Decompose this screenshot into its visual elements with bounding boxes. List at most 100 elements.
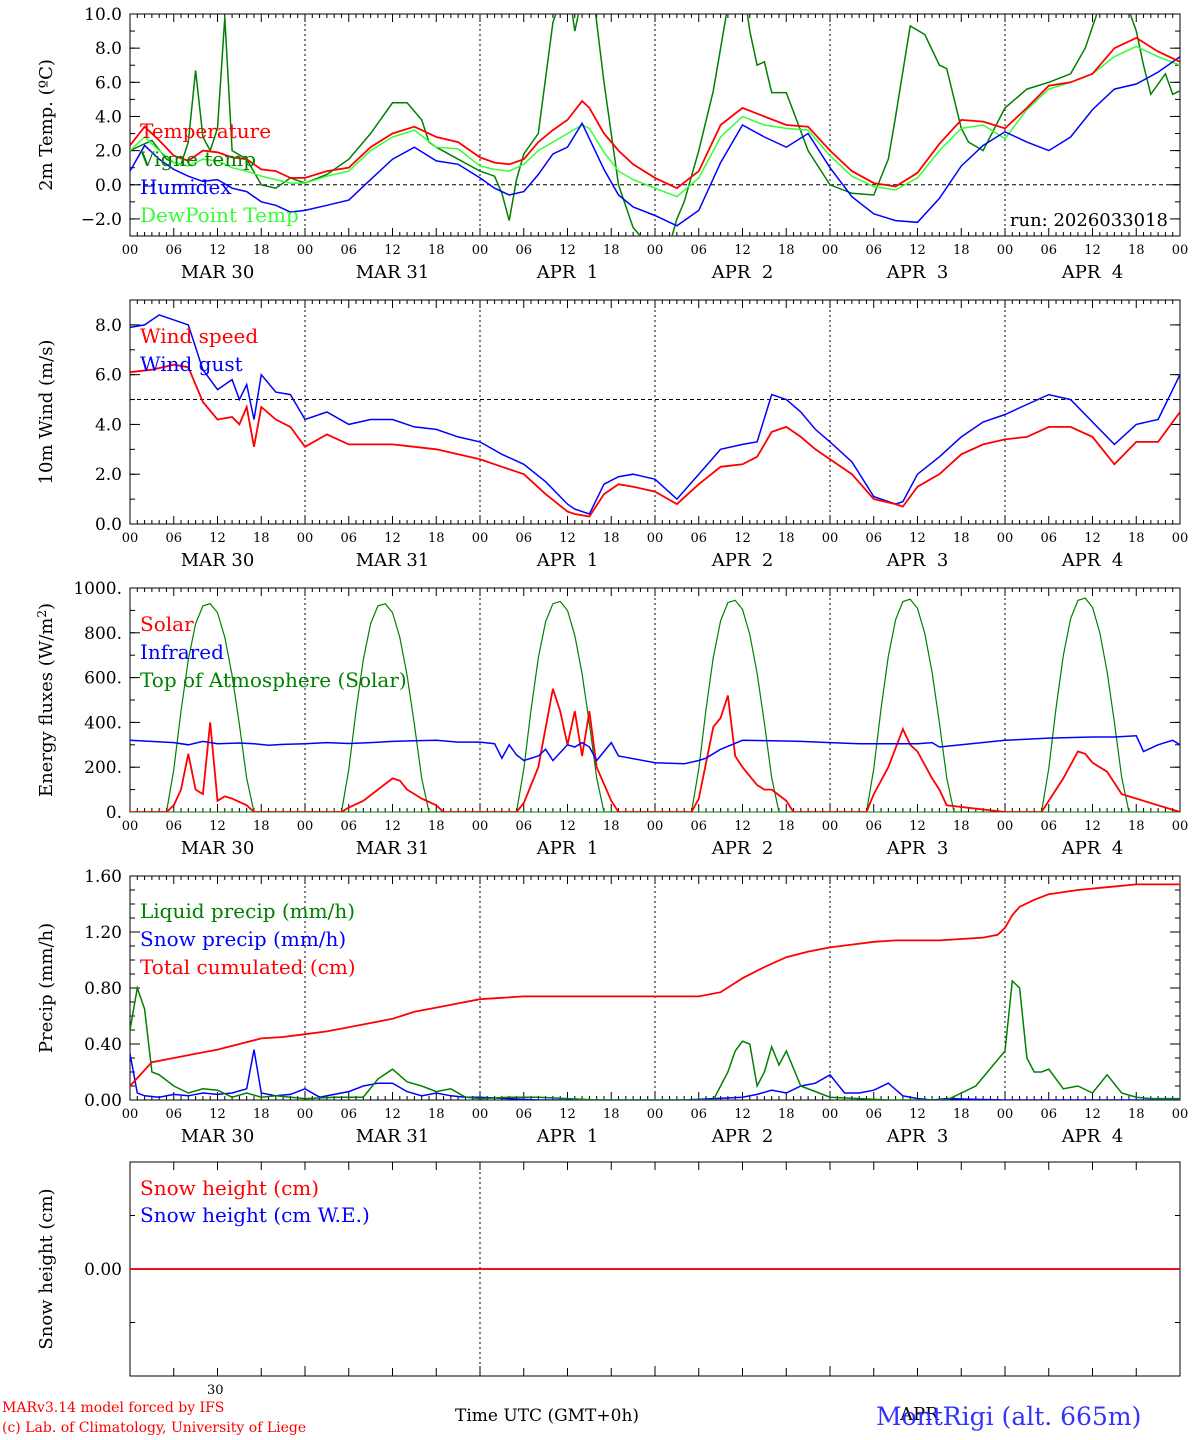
day-label: MAR 31 xyxy=(356,1126,430,1147)
y-tick-label: 6.0 xyxy=(95,73,122,93)
y-tick-label: 1.60 xyxy=(84,867,122,887)
hour-tick-label: 12 xyxy=(559,1107,576,1122)
hour-tick-label: 06 xyxy=(165,1107,182,1122)
series-line-wind-gust xyxy=(130,314,1180,515)
y-axis-label: 2m Temp. (ºC) xyxy=(36,59,57,191)
day-label: APR 4 xyxy=(1061,1126,1124,1147)
hour-tick-label: 00 xyxy=(647,1107,664,1122)
day-label: MAR 30 xyxy=(181,838,255,859)
legend-entry: Liquid precip (mm/h) xyxy=(140,899,355,923)
y-tick-label: 1.20 xyxy=(84,923,122,943)
day-label: APR 3 xyxy=(886,838,949,859)
hour-tick-label: 06 xyxy=(340,243,357,258)
day-label: APR 4 xyxy=(1061,838,1124,859)
day-label: APR 3 xyxy=(886,550,949,571)
y-tick-label: 8.0 xyxy=(95,39,122,59)
hour-tick-label: 12 xyxy=(209,1107,226,1122)
legend-entry: Top of Atmosphere (Solar) xyxy=(140,668,407,692)
hour-tick-label: 06 xyxy=(865,1107,882,1122)
day-label: APR 1 xyxy=(536,550,599,571)
footer-lab-text: (c) Lab. of Climatology, University of L… xyxy=(2,1420,307,1436)
day-label: APR 3 xyxy=(886,1126,949,1147)
hour-tick-label: 00 xyxy=(1172,531,1189,546)
hour-tick-label: 06 xyxy=(165,531,182,546)
hour-tick-label: 00 xyxy=(472,243,489,258)
series-line-infrared xyxy=(130,735,1180,765)
hour-tick-label: 12 xyxy=(209,243,226,258)
y-tick-label: 4.0 xyxy=(95,107,122,127)
footer-overlap-30: 30 xyxy=(207,1383,224,1398)
footer-model-text: MARv3.14 model forced by IFS xyxy=(2,1400,225,1416)
panel-wind: 00 06 12 18 00 06 12 18 00 06 12 18 00 06 12 18 00 06 12 18… xyxy=(36,299,1189,571)
series-line-top-of-atmosphere-solar- xyxy=(340,603,444,812)
hour-tick-label: 18 xyxy=(253,819,270,834)
legend-entry: DewPoint Temp xyxy=(140,203,299,227)
legend-entry: Total cumulated (cm) xyxy=(140,955,356,979)
y-tick-label: 800. xyxy=(84,624,122,644)
hour-tick-label: 12 xyxy=(384,1107,401,1122)
hour-tick-label: 18 xyxy=(603,531,620,546)
hour-tick-label: 18 xyxy=(428,243,445,258)
hour-tick-label: 12 xyxy=(559,819,576,834)
panel-energy: 00 06 12 18 00 06 12 18 00 06 12 18 00 06 12 18 00 06 12 18… xyxy=(35,579,1188,859)
hour-tick-label: 00 xyxy=(472,1107,489,1122)
hour-tick-label: 18 xyxy=(953,1107,970,1122)
hour-tick-label: 06 xyxy=(515,1107,532,1122)
y-tick-label: 0.0 xyxy=(95,515,122,535)
day-label: APR 4 xyxy=(1061,550,1124,571)
hour-tick-label: 06 xyxy=(690,243,707,258)
hour-tick-label: 12 xyxy=(1084,243,1101,258)
day-label: APR 2 xyxy=(711,838,774,859)
y-tick-label: 200. xyxy=(84,758,122,778)
hour-tick-label: 00 xyxy=(297,243,314,258)
hour-tick-label: 18 xyxy=(1128,531,1145,546)
y-tick-label: 0.40 xyxy=(84,1035,122,1055)
hour-tick-label: 18 xyxy=(778,531,795,546)
hour-tick-label: 12 xyxy=(384,243,401,258)
hour-tick-label: 06 xyxy=(515,819,532,834)
xaxis-title: Time UTC (GMT+0h) xyxy=(455,1406,640,1426)
hour-tick-label: 00 xyxy=(647,819,664,834)
hour-tick-label: 00 xyxy=(997,819,1014,834)
hour-tick-label: 12 xyxy=(909,1107,926,1122)
series-line-temperature xyxy=(130,36,1180,190)
hour-tick-label: 00 xyxy=(297,819,314,834)
hour-tick-label: 12 xyxy=(909,243,926,258)
hour-tick-label: 18 xyxy=(603,243,620,258)
panel-precip: 00 06 12 18 00 06 12 18 00 06 12 18 00 06 12 18 00 06 12 18… xyxy=(36,867,1188,1147)
y-axis-label: Snow height (cm) xyxy=(36,1188,57,1349)
series-line-total-cumulated-cm- xyxy=(130,883,1180,1087)
hour-tick-label: 18 xyxy=(253,531,270,546)
hour-tick-label: 12 xyxy=(559,243,576,258)
legend-entry: Vigne temp xyxy=(139,147,256,171)
hour-tick-label: 00 xyxy=(822,1107,839,1122)
hour-tick-label: 12 xyxy=(209,531,226,546)
day-label: APR 2 xyxy=(711,550,774,571)
y-tick-label: 600. xyxy=(84,669,122,689)
footer-overlap-apr: APR xyxy=(900,1404,939,1425)
y-tick-label: 6.0 xyxy=(95,366,122,386)
day-label: MAR 30 xyxy=(181,262,255,283)
hour-tick-label: 18 xyxy=(1128,1107,1145,1122)
hour-tick-label: 06 xyxy=(515,531,532,546)
y-tick-label: −2.0 xyxy=(81,210,122,230)
day-label: MAR 31 xyxy=(356,262,430,283)
hour-tick-label: 06 xyxy=(515,243,532,258)
hour-tick-label: 00 xyxy=(997,531,1014,546)
series-line-vigne-temp xyxy=(130,14,1180,236)
day-label: APR 1 xyxy=(536,838,599,859)
hour-tick-label: 00 xyxy=(297,1107,314,1122)
day-label: MAR 30 xyxy=(181,550,255,571)
y-tick-label: 8.0 xyxy=(95,316,122,336)
hour-tick-label: 12 xyxy=(384,819,401,834)
hour-tick-label: 06 xyxy=(340,1107,357,1122)
hour-tick-label: 12 xyxy=(1084,819,1101,834)
hour-tick-label: 06 xyxy=(865,531,882,546)
series-line-dewpoint-temp xyxy=(130,45,1180,198)
hour-tick-label: 00 xyxy=(122,243,139,258)
y-axis-label: 10m Wind (m/s) xyxy=(36,340,57,485)
hour-tick-label: 18 xyxy=(1128,243,1145,258)
hour-tick-label: 12 xyxy=(909,531,926,546)
hour-tick-label: 12 xyxy=(1084,1107,1101,1122)
